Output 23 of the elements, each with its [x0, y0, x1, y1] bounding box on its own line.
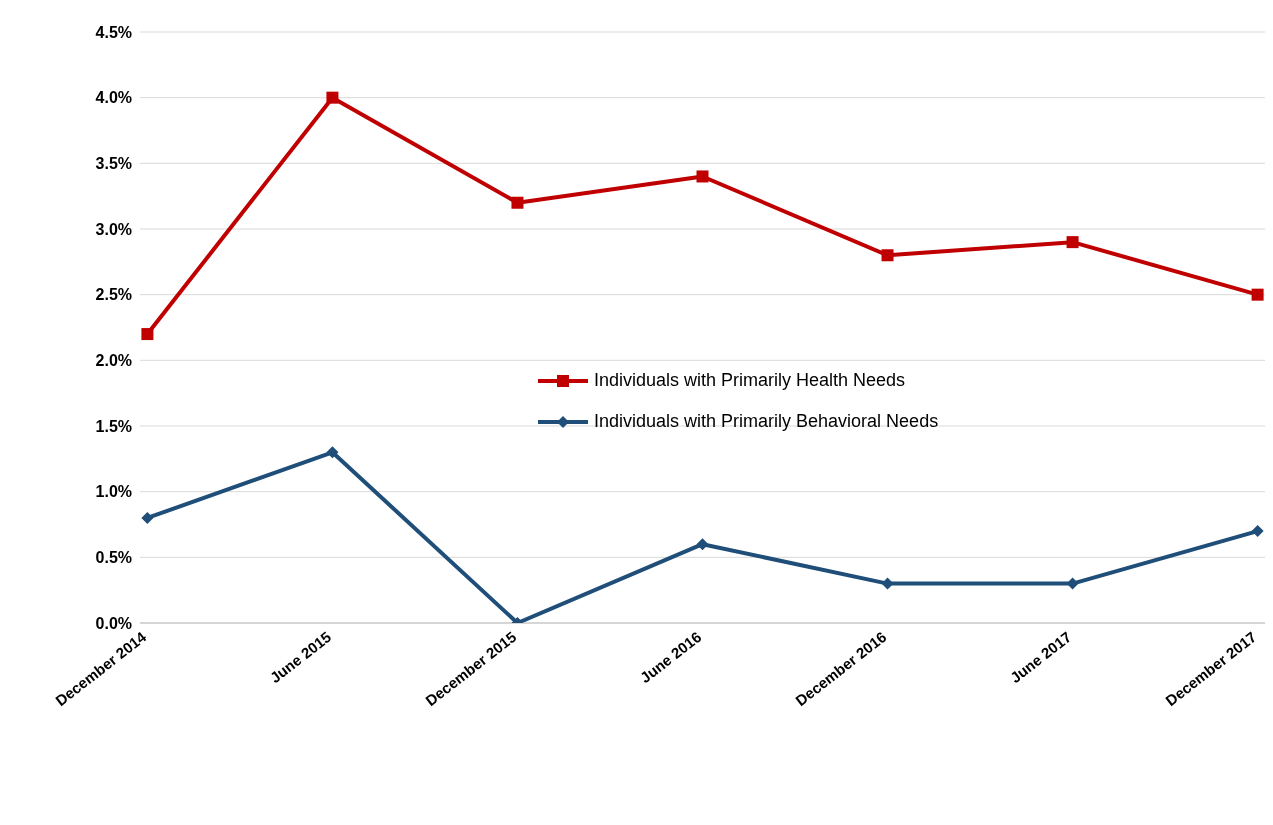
legend-label: Individuals with Primarily Health Needs [594, 370, 906, 391]
point [696, 538, 709, 551]
y-tick-label: 4.5% [95, 23, 132, 41]
y-tick-label: 1.5% [95, 417, 132, 435]
y-tick-label: 3.5% [95, 155, 132, 173]
y-tick-label: 2.5% [95, 286, 132, 304]
y-tick-label: 1.0% [95, 483, 132, 501]
y-tick-label: 0.5% [95, 549, 132, 567]
y-tick-label: 4.0% [95, 89, 132, 107]
point [696, 170, 709, 183]
point [511, 196, 524, 209]
y-tick-label: 0.0% [95, 614, 132, 632]
point [1251, 525, 1264, 538]
point [1066, 236, 1079, 249]
y-tick-label: 2.0% [95, 352, 132, 370]
y-tick-label: 3.0% [95, 220, 132, 238]
point [141, 328, 154, 341]
point [326, 446, 339, 459]
point [141, 511, 154, 524]
point [326, 91, 339, 104]
legend-label: Individuals with Primarily Behavioral Needs [594, 411, 939, 432]
point [1251, 288, 1264, 301]
point [881, 249, 894, 262]
